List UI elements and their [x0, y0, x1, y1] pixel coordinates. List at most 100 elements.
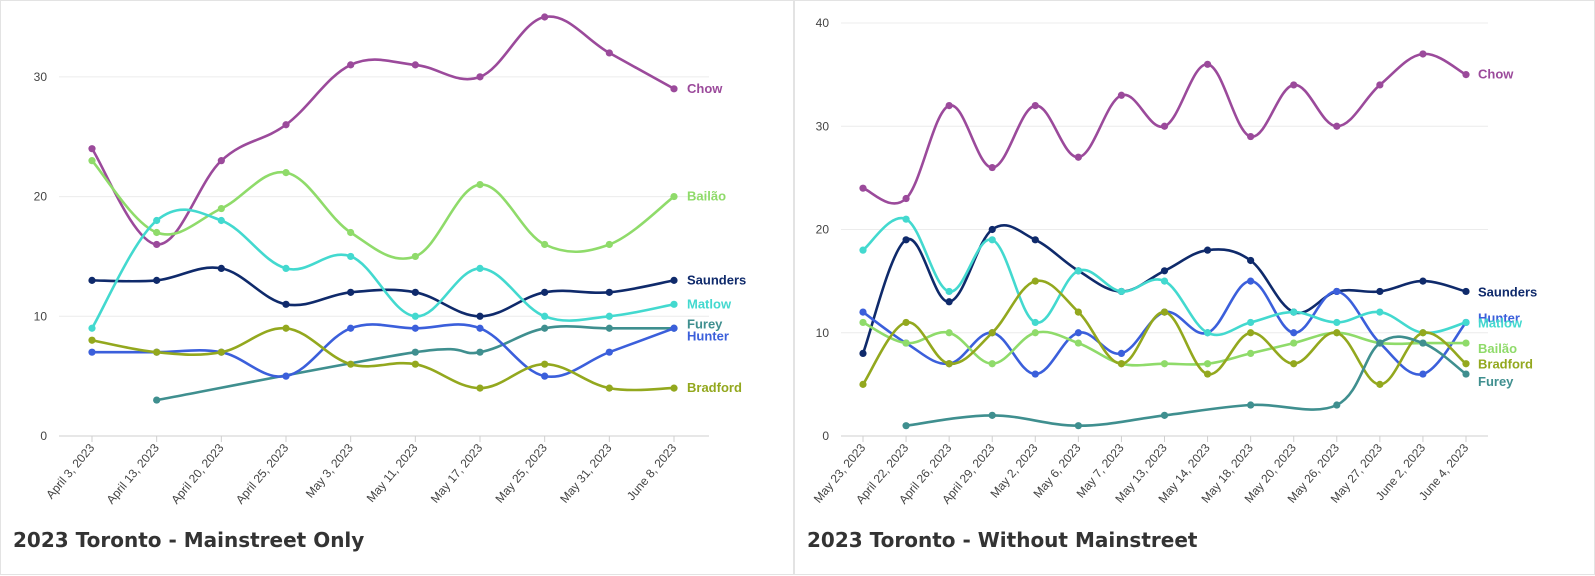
data-point — [347, 228, 355, 237]
data-point — [1074, 308, 1082, 316]
data-point — [347, 360, 355, 368]
data-point — [217, 264, 225, 272]
series-line — [861, 216, 1468, 337]
x-tick-label: May 25, 2023 — [492, 441, 550, 506]
data-point — [541, 360, 549, 368]
data-point — [1160, 411, 1169, 419]
data-point — [1419, 339, 1427, 347]
data-point — [1160, 277, 1169, 285]
data-point — [1247, 329, 1255, 337]
series-label: Saunders — [687, 272, 746, 287]
data-point — [1031, 102, 1039, 110]
data-point — [476, 324, 484, 332]
data-point — [1031, 370, 1039, 378]
x-tick-label: May 11, 2023 — [364, 441, 421, 505]
gridlines — [841, 22, 1488, 437]
data-point — [670, 324, 678, 332]
data-point — [902, 236, 910, 244]
data-point — [945, 102, 953, 110]
data-point — [153, 276, 161, 284]
data-point — [1203, 329, 1212, 337]
data-point — [1290, 308, 1298, 316]
data-point — [1290, 339, 1298, 347]
data-point — [476, 181, 484, 189]
data-point — [605, 348, 613, 356]
data-point — [1462, 287, 1470, 296]
data-point — [859, 380, 867, 388]
data-point — [945, 298, 953, 306]
data-point — [1203, 370, 1212, 378]
data-point — [1160, 308, 1169, 316]
data-point — [1247, 349, 1255, 357]
data-point — [541, 13, 549, 21]
data-point — [1376, 339, 1384, 347]
data-point — [1203, 246, 1212, 254]
y-tick-label: 10 — [816, 326, 830, 340]
data-point — [153, 228, 161, 237]
data-point — [1462, 318, 1470, 327]
data-point — [1117, 349, 1126, 357]
data-point — [282, 324, 290, 332]
data-point — [670, 300, 678, 308]
data-point — [1333, 318, 1341, 327]
data-point — [1419, 277, 1427, 285]
data-point — [411, 61, 419, 69]
data-point — [476, 264, 484, 272]
series-saunders: Saunders — [88, 264, 746, 320]
data-point — [1031, 318, 1039, 327]
series-label: Bailão — [687, 189, 726, 204]
x-tick-label: April 20, 2023 — [168, 441, 227, 507]
data-point — [902, 194, 910, 203]
data-point — [88, 348, 96, 356]
series-line — [861, 321, 1468, 367]
data-point — [88, 157, 96, 165]
data-point — [476, 384, 484, 392]
chart-title: 2023 Toronto - Without Mainstreet — [807, 528, 1198, 552]
data-point — [153, 396, 161, 404]
y-tick-label: 0 — [822, 429, 829, 443]
data-point — [902, 318, 910, 327]
series-label: Hunter — [687, 328, 729, 343]
x-tick-label: June 8, 2023 — [624, 441, 680, 503]
data-point — [859, 308, 867, 316]
data-point — [282, 169, 290, 177]
data-point — [347, 324, 355, 332]
data-point — [282, 264, 290, 272]
data-point — [988, 225, 996, 234]
x-tick-label: April 25, 2023 — [233, 441, 292, 507]
data-point — [347, 252, 355, 261]
data-point — [1462, 370, 1470, 378]
data-point — [1376, 81, 1384, 89]
data-point — [541, 288, 549, 296]
data-point — [1247, 277, 1255, 285]
data-point — [945, 287, 953, 296]
x-tick-label: May 3, 2023 — [303, 441, 356, 501]
data-point — [88, 145, 96, 153]
data-point — [1203, 60, 1212, 68]
series-line — [90, 159, 676, 260]
data-point — [282, 300, 290, 308]
data-point — [1419, 370, 1427, 378]
data-point — [1031, 329, 1039, 337]
data-point — [1160, 122, 1169, 130]
data-point — [282, 121, 290, 129]
data-point — [1074, 329, 1082, 337]
data-point — [1074, 267, 1082, 275]
data-point — [411, 324, 419, 332]
data-point — [1290, 360, 1298, 368]
series-line — [90, 266, 676, 318]
series-chow: Chow — [88, 13, 723, 249]
data-point — [988, 360, 996, 368]
y-tick-label: 10 — [34, 309, 48, 323]
series-matlow: Matlow — [88, 208, 732, 332]
x-tick-label: April 3, 2023 — [43, 441, 97, 502]
data-point — [1247, 256, 1255, 265]
data-point — [1203, 360, 1212, 368]
data-point — [1160, 267, 1169, 275]
series-bailao: Bailão — [859, 318, 1517, 368]
x-tick-label: May 17, 2023 — [428, 441, 486, 506]
data-point — [988, 163, 996, 172]
